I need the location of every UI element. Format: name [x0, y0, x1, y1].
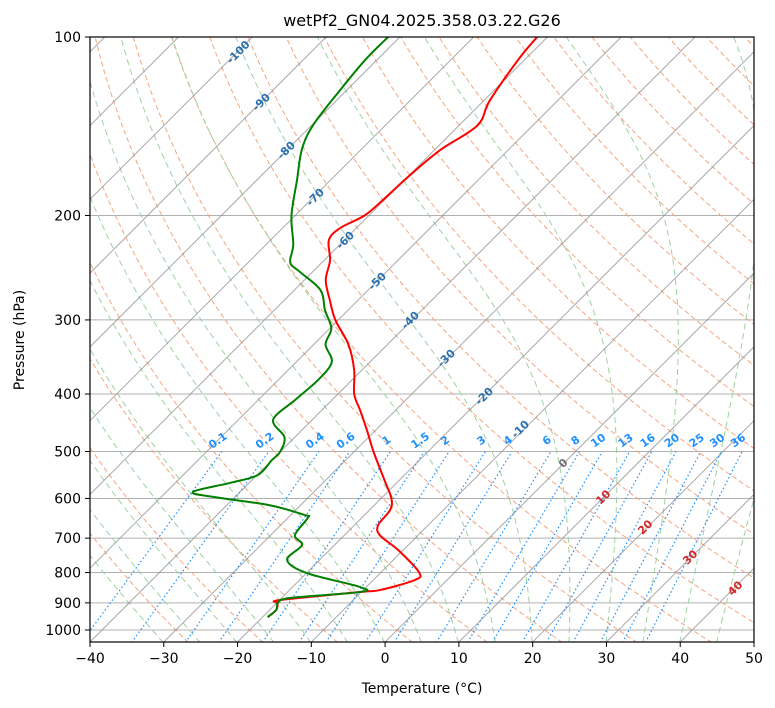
isotherm	[531, 419, 754, 642]
x-tick-label: −10	[297, 651, 327, 667]
y-tick-label: 100	[54, 30, 81, 46]
isotherm	[384, 272, 754, 642]
x-tick-label: 10	[450, 651, 468, 667]
x-tick-label: 0	[381, 651, 390, 667]
mixing-ratio-line	[185, 451, 320, 642]
isotherm	[90, 37, 475, 422]
isotherm	[90, 37, 622, 569]
dewpoint-line	[191, 37, 389, 618]
isotherm	[90, 37, 327, 274]
y-tick-label: 600	[54, 491, 81, 507]
y-tick-label: 200	[54, 209, 81, 225]
moist-adiabat	[120, 37, 459, 642]
x-tick-label: 50	[745, 651, 763, 667]
dry-adiabat	[90, 446, 264, 642]
dry-adiabat	[553, 37, 754, 245]
isotherm	[605, 493, 754, 642]
y-tick-label: 500	[54, 444, 81, 460]
axes: −40 −30 −20 −10 0 10 20 30 40 50 100 200 300 400 500 60…	[45, 30, 763, 667]
y-tick-label: 400	[54, 387, 81, 403]
x-tick-label: 40	[671, 651, 689, 667]
moist-adiabat	[235, 37, 533, 642]
moist-adiabat	[171, 37, 496, 642]
dry-adiabat	[591, 37, 754, 205]
isotherm	[90, 37, 549, 496]
moist-adiabat	[90, 195, 385, 642]
isotherm	[236, 124, 754, 642]
moist-adiabat	[565, 37, 679, 642]
background-lines	[90, 25, 775, 643]
dry-adiabat	[438, 37, 754, 366]
y-tick-label: 900	[54, 596, 81, 612]
dry-adiabat	[476, 37, 754, 325]
mixing-ratio-line	[393, 451, 513, 642]
y-tick-label: 700	[54, 531, 81, 547]
y-tick-label: 1000	[45, 623, 81, 639]
moist-adiabat	[316, 37, 571, 642]
x-tick-label: 30	[598, 651, 616, 667]
dry-adiabat	[514, 37, 754, 285]
plot-background	[90, 37, 754, 642]
dry-adiabat	[94, 37, 563, 642]
moist-adiabat	[90, 459, 238, 642]
dry-adiabat	[323, 37, 754, 492]
dry-adiabat	[132, 37, 638, 642]
mixing-ratio-line	[218, 451, 351, 642]
y-tick-label: 300	[54, 313, 81, 329]
isotherm	[163, 51, 754, 642]
isotherm	[90, 37, 401, 348]
dry-adiabat	[90, 152, 488, 642]
dry-adiabat	[171, 37, 713, 642]
moist-adiabat	[423, 37, 618, 642]
temperature-line	[267, 37, 538, 618]
y-axis-label: Pressure (hPa)	[12, 290, 28, 390]
dry-adiabat	[90, 532, 189, 642]
chart-title: wetPf2_GN04.2025.358.03.22.G26	[283, 11, 561, 31]
y-tick-label: 800	[54, 566, 81, 582]
plot-frame	[89, 36, 755, 643]
isotherm	[90, 37, 254, 201]
dry-adiabat	[771, 25, 775, 643]
dry-adiabat	[247, 37, 754, 579]
isotherm	[90, 37, 696, 642]
x-tick-label: −30	[149, 651, 179, 667]
moist-adiabat	[90, 279, 348, 642]
dry-adiabat	[285, 37, 754, 535]
mixing-ratio-line	[436, 451, 552, 642]
x-tick-label: 20	[524, 651, 542, 667]
x-axis-label: Temperature (°C)	[361, 681, 483, 697]
moist-adiabat	[90, 407, 275, 642]
mixing-ratio-line	[131, 451, 270, 642]
mixing-ratio-line	[546, 451, 653, 642]
isotherm	[753, 641, 754, 642]
mixing-ratio-line	[521, 451, 631, 642]
moist-adiabat	[90, 348, 311, 642]
mixing-ratio-line	[491, 451, 603, 642]
isotherm	[458, 346, 754, 642]
mixing-ratio-line	[325, 451, 450, 642]
moist-adiabat	[679, 37, 754, 642]
dry-adiabat	[362, 37, 754, 450]
isotherm	[310, 198, 754, 642]
mixing-ratio-line	[467, 451, 581, 642]
series-lines	[191, 37, 538, 618]
dry-adiabat	[90, 261, 413, 642]
mixing-ratio-line	[364, 451, 486, 642]
moist-adiabat	[90, 508, 201, 642]
x-tick-label: −40	[75, 651, 105, 667]
mixing-ratio-line	[572, 451, 677, 642]
x-tick-label: −20	[223, 651, 253, 667]
